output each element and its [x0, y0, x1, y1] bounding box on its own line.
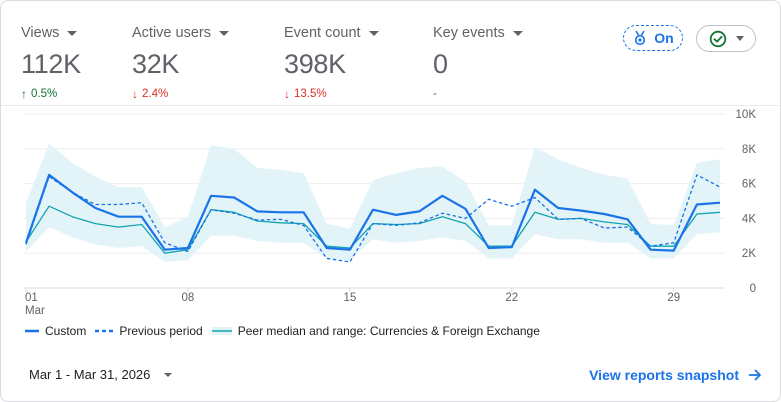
metric-views-label: Views — [21, 25, 60, 41]
view-reports-snapshot-link[interactable]: View reports snapshot — [589, 367, 762, 383]
legend-label-custom: Custom — [45, 324, 87, 338]
y-tick-label: 8K — [742, 144, 756, 156]
metric-key-events-label: Key events — [433, 25, 505, 41]
chart-legend: Custom Previous period Peer median and r… — [25, 324, 549, 338]
x-tick-label: 15 — [343, 292, 356, 304]
x-tick-label: 01 — [25, 292, 38, 304]
y-tick-label: 0 — [750, 283, 756, 295]
check-circle-icon — [709, 30, 726, 47]
metric-active-users[interactable]: Active users 32K ↓ 2.4% — [132, 23, 229, 101]
chevron-down-icon — [735, 36, 744, 41]
metric-views-change-value: 0.5% — [31, 88, 58, 100]
series-line-custom — [24, 173, 721, 252]
award-ribbon-icon — [635, 30, 646, 46]
metric-active-users-value: 32K — [132, 49, 180, 79]
chevron-down-icon — [368, 31, 379, 36]
metric-key-events-label-row[interactable]: Key events — [433, 23, 523, 43]
metric-event-count-value: 398K — [284, 49, 346, 79]
snapshot-link-label: View reports snapshot — [589, 367, 739, 383]
y-tick-label: 4K — [742, 213, 756, 225]
chevron-down-icon — [512, 31, 523, 36]
arrow-right-icon — [748, 369, 761, 381]
metric-active-users-change-value: 2.4% — [142, 88, 169, 100]
legend-item-custom: Custom — [25, 324, 86, 338]
metric-views[interactable]: Views 112K ↑ 0.5% — [21, 23, 81, 101]
arrow-up-icon: ↑ — [21, 87, 27, 101]
metric-active-users-label: Active users — [132, 25, 211, 41]
band-line-swatch-icon — [211, 327, 232, 335]
solid-line-swatch-icon — [25, 329, 39, 333]
y-tick-label: 10K — [736, 109, 757, 121]
date-range-label: Mar 1 - Mar 31, 2026 — [29, 367, 151, 382]
metric-key-events-change-value: - — [433, 88, 437, 100]
metrics-divider — [1, 105, 780, 106]
metric-event-count-change-value: 13.5% — [294, 88, 327, 100]
dashed-line-swatch-icon — [95, 329, 114, 333]
metric-key-events-change: - — [433, 87, 523, 101]
status-dropdown[interactable] — [696, 25, 756, 52]
benchmark-toggle[interactable]: On — [623, 25, 683, 51]
metric-event-count-label: Event count — [284, 25, 361, 41]
y-tick-label: 6K — [742, 179, 756, 191]
legend-label-peer-median: Peer median and range: Currencies & Fore… — [237, 324, 540, 338]
metric-views-value: 112K — [21, 49, 81, 79]
y-tick-label: 2K — [742, 248, 756, 260]
chevron-down-icon — [164, 372, 173, 377]
benchmark-toggle-label: On — [654, 30, 674, 46]
series-line-previous-period — [25, 174, 721, 263]
arrow-down-icon: ↓ — [132, 87, 138, 101]
x-tick-label: 08 — [182, 292, 195, 304]
x-tick-label: 29 — [667, 292, 680, 304]
legend-item-previous-period: Previous period — [95, 324, 203, 338]
metric-active-users-change: ↓ 2.4% — [132, 87, 229, 101]
metric-key-events-value: 0 — [433, 49, 448, 79]
metric-key-events[interactable]: Key events 0 - — [433, 23, 523, 101]
peer-range-band — [26, 143, 720, 262]
x-tick-sublabel: Mar — [25, 305, 45, 316]
chevron-down-icon — [67, 31, 78, 36]
metric-active-users-label-row[interactable]: Active users — [132, 23, 229, 43]
x-tick-label: 22 — [505, 292, 518, 304]
chevron-down-icon — [218, 31, 229, 36]
metric-views-label-row[interactable]: Views — [21, 23, 81, 43]
legend-label-previous-period: Previous period — [119, 324, 203, 338]
metric-event-count-label-row[interactable]: Event count — [284, 23, 379, 43]
metric-event-count-change: ↓ 13.5% — [284, 87, 379, 101]
date-range-picker[interactable]: Mar 1 - Mar 31, 2026 — [29, 367, 173, 382]
legend-item-peer-median: Peer median and range: Currencies & Fore… — [211, 324, 540, 338]
metric-views-change: ↑ 0.5% — [21, 87, 81, 101]
arrow-down-icon: ↓ — [284, 87, 290, 101]
metric-event-count[interactable]: Event count 398K ↓ 13.5% — [284, 23, 379, 101]
